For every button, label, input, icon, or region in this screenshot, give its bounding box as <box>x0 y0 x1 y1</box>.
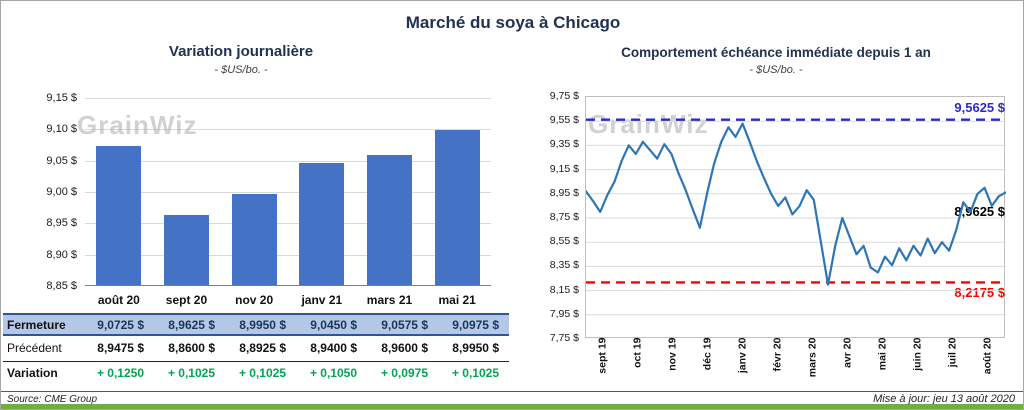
bar-août 20 <box>96 145 142 285</box>
bar-x-category-label: août 20 <box>97 293 140 307</box>
table-cell: 8,9400 $ <box>310 340 357 355</box>
line-y-tick-label: 9,55 $ <box>549 114 579 127</box>
line-y-tick-label: 8,75 $ <box>549 211 579 223</box>
table-cell: + 0,1025 <box>238 366 286 380</box>
bar-y-tick-label: 9,05 $ <box>46 154 77 167</box>
bar-mai 21 <box>434 129 480 285</box>
table-cell: + 0,1025 <box>451 366 499 380</box>
bar-chart-plot: GrainWiz <box>77 98 491 286</box>
bar-y-tick-label: 8,90 $ <box>46 248 77 261</box>
table-cell: 8,9950 $ <box>452 340 499 355</box>
table-cell: 8,9625 $ <box>168 317 215 332</box>
bar-gridline <box>85 160 491 162</box>
update-note: Mise à jour: jeu 13 août 2020 <box>873 393 1015 405</box>
line-y-tick-label: 9,15 $ <box>549 162 579 175</box>
table-cell: 9,0975 $ <box>452 317 499 332</box>
line-x-month-label: avr 20 <box>841 337 853 368</box>
line-chart-subtitle: - $US/bo. - <box>749 64 803 76</box>
quotes-table: Fermeture 9,0725 $ 8,9625 $ 8,9950 $ 9,0450 … <box>3 313 509 387</box>
bar-x-category-label: janv 21 <box>301 293 343 307</box>
bar-nov 20 <box>231 194 277 285</box>
bar-gridline <box>85 223 491 225</box>
bar-janv 21 <box>299 162 345 285</box>
bar-gridline <box>85 129 491 131</box>
line-y-tick-label: 8,15 $ <box>549 283 579 296</box>
page-title: Marché du soya à Chicago <box>405 13 621 32</box>
bar-chart-subtitle: - $US/bo. - <box>214 64 268 76</box>
bar-y-tick-label: 8,85 $ <box>46 280 77 292</box>
table-cell: 8,9950 $ <box>239 317 286 332</box>
bottom-accent-bar <box>1 404 1023 409</box>
bar-x-category-label: sept 20 <box>165 293 208 307</box>
line-x-month-label: juil 20 <box>946 337 958 368</box>
table-cell: 8,9475 $ <box>97 340 144 355</box>
bar-x-category-label: mai 21 <box>438 293 476 307</box>
bar-x-category-label: mars 21 <box>366 293 413 307</box>
source-note: Source: CME Group <box>7 394 98 405</box>
line-y-tick-label: 7,75 $ <box>549 332 579 344</box>
line-x-month-label: sept 19 <box>596 337 608 374</box>
line-chart-x-axis: sept 19 oct 19 nov 19 déc 19 janv 20 févr 20 m… <box>585 337 1005 393</box>
table-row-highlight: Fermeture 9,0725 $ 8,9625 $ 8,9950 $ 9,0450 … <box>3 313 509 336</box>
bar-chart-title: Variation journalière <box>168 43 314 60</box>
table-row-label: Fermeture <box>7 317 66 332</box>
bar-sept 20 <box>164 214 209 285</box>
line-y-tick-label: 9,35 $ <box>549 138 579 151</box>
line-y-tick-label: 8,95 $ <box>549 186 579 199</box>
footer-divider <box>1 391 1023 392</box>
high-threshold-label: 9,5625 $ <box>954 100 1005 115</box>
bar-mars 21 <box>367 154 412 285</box>
line-chart-title: Comportement échéance immédiate depuis 1… <box>621 45 931 60</box>
line-x-month-label: janv 20 <box>736 337 748 374</box>
low-threshold-label: 8,2175 $ <box>954 285 1005 300</box>
table-cell: + 0,1250 <box>96 366 144 380</box>
table-row-green: Variation + 0,1250 + 0,1025 + 0,1025 + 0,105… <box>3 361 509 384</box>
line-y-tick-label: 8,55 $ <box>549 235 579 248</box>
table-cell: 8,8600 $ <box>168 340 215 355</box>
grainwiz-watermark: GrainWiz <box>77 110 198 140</box>
bar-y-tick-label: 8,95 $ <box>46 217 77 230</box>
line-chart-y-axis: 9,75 $ 9,55 $ 9,35 $ 9,15 $ 8,95 $ 8,75 $ 8,55… <box>525 90 579 348</box>
table-cell: + 0,0975 <box>380 366 428 380</box>
bar-gridline <box>85 98 491 99</box>
line-x-month-label: oct 19 <box>631 337 643 368</box>
table-row-plain: Précédent 8,9475 $ 8,8600 $ 8,8925 $ 8,9400 … <box>3 336 509 359</box>
line-x-month-label: mai 20 <box>876 337 888 371</box>
line-x-month-label: févr 20 <box>771 337 783 372</box>
table-cell: 8,8925 $ <box>239 340 286 355</box>
line-y-tick-label: 7,95 $ <box>549 307 579 320</box>
table-cell: + 0,1025 <box>167 366 215 380</box>
bar-chart-y-axis: 9,15 $ 9,10 $ 9,05 $ 9,00 $ 8,95 $ 8,90 $ 8,85… <box>15 92 77 298</box>
table-row-label: Variation <box>7 366 58 380</box>
line-x-month-label: déc 19 <box>701 337 713 371</box>
table-cell: 8,9600 $ <box>381 340 428 355</box>
bar-y-tick-label: 9,15 $ <box>46 92 77 104</box>
price-line-series <box>586 118 1006 316</box>
table-cell: + 0,1050 <box>309 366 357 380</box>
line-y-tick-label: 8,35 $ <box>549 259 579 272</box>
table-cell: 9,0575 $ <box>381 317 428 332</box>
line-y-tick-label: 9,75 $ <box>549 90 579 102</box>
bar-chart-x-axis: août 20 sept 20 nov 20 janv 21 mars 21 mai 21 <box>85 293 491 309</box>
line-x-month-label: nov 19 <box>666 337 678 371</box>
grainwiz-watermark: GrainWiz <box>588 109 709 139</box>
bar-y-tick-label: 9,00 $ <box>46 186 77 198</box>
line-x-month-label: juin 20 <box>911 337 923 371</box>
table-row-label: Précédent <box>7 340 62 355</box>
bar-y-tick-label: 9,10 $ <box>46 123 77 136</box>
bar-gridline <box>85 192 491 193</box>
bar-x-category-label: nov 20 <box>235 293 274 307</box>
line-x-month-label: août 20 <box>981 337 993 375</box>
table-cell: 9,0725 $ <box>97 317 144 332</box>
line-x-month-label: mars 20 <box>806 337 818 378</box>
line-chart-plot: GrainWiz <box>585 96 1006 338</box>
table-cell: 9,0450 $ <box>310 317 357 332</box>
bar-gridline <box>85 254 491 256</box>
